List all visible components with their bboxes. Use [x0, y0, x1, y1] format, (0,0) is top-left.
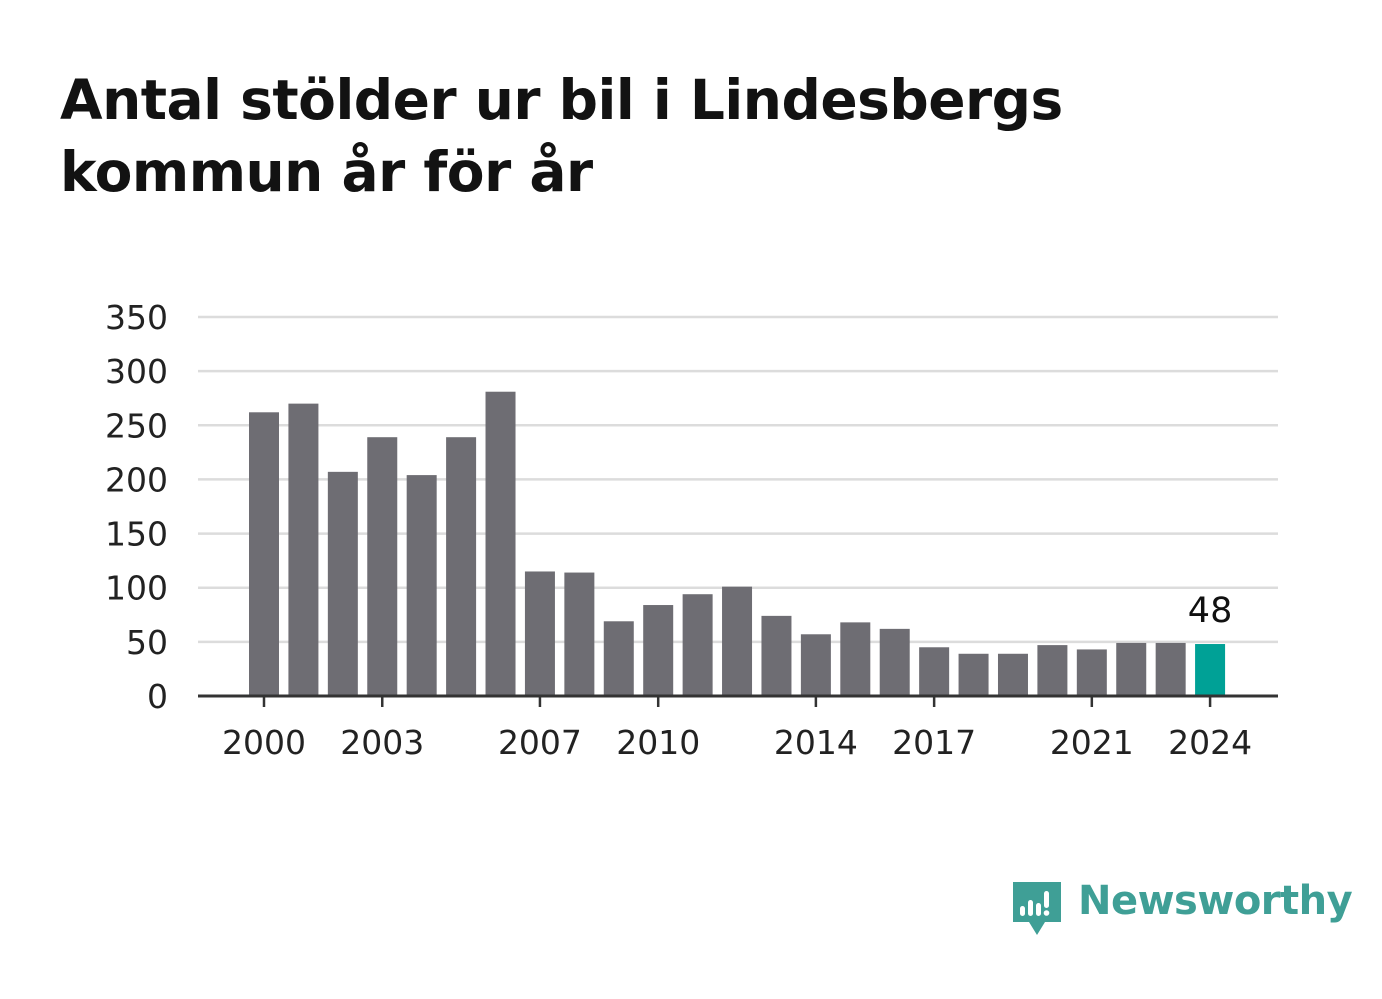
y-tick-label: 100	[105, 569, 168, 608]
bar	[367, 437, 398, 696]
bar	[1155, 642, 1186, 696]
x-tick-label: 2014	[774, 723, 858, 762]
bar	[840, 622, 871, 696]
x-tick-label: 2010	[616, 723, 700, 762]
bar	[643, 605, 674, 696]
y-tick-label: 300	[105, 352, 168, 391]
bar	[1076, 649, 1107, 696]
x-tick-label: 2021	[1050, 723, 1134, 762]
bar	[761, 615, 792, 696]
bar	[406, 475, 437, 696]
x-tick-label: 2024	[1168, 723, 1252, 762]
bar	[958, 653, 989, 696]
bar	[603, 621, 634, 696]
bar	[564, 572, 595, 696]
bar	[249, 412, 279, 696]
bar	[997, 653, 1028, 696]
bar	[1116, 642, 1147, 696]
y-tick-label: 0	[147, 677, 168, 716]
x-axis-tick-labels: 2000 2003 2007 2010 2014 2017 2021 2024	[222, 723, 1252, 762]
bar	[288, 403, 319, 696]
y-tick-label: 250	[105, 406, 168, 445]
x-tick-label: 2000	[222, 723, 306, 762]
bar	[682, 594, 713, 696]
bar	[327, 471, 358, 696]
bar	[446, 437, 477, 696]
bar	[919, 647, 950, 696]
bar	[524, 571, 555, 696]
bar-highlight	[1195, 644, 1226, 696]
y-tick-label: 50	[126, 623, 168, 662]
brand-logo: Newsworthy	[1010, 876, 1353, 942]
y-tick-label: 200	[105, 460, 168, 499]
x-tick-label: 2007	[498, 723, 582, 762]
data-label: 48	[1188, 591, 1233, 631]
bar	[800, 634, 831, 696]
y-axis-tick-labels: 0 50 100 150 200 250 300 350	[105, 298, 168, 716]
x-tick-label: 2003	[340, 723, 424, 762]
chart-title: Antal stölder ur bil i Lindesbergs kommu…	[60, 68, 1063, 204]
x-axis	[198, 694, 1278, 707]
y-tick-label: 150	[105, 515, 168, 554]
x-tick-label: 2017	[892, 723, 976, 762]
bar	[722, 586, 753, 696]
y-tick-label: 350	[105, 298, 168, 337]
data-labels: 48	[1188, 591, 1233, 631]
bars	[249, 391, 1226, 696]
brand-name: Newsworthy	[1078, 878, 1353, 924]
bar	[485, 391, 516, 696]
bar	[879, 628, 910, 696]
bar	[1037, 645, 1068, 696]
newsworthy-logo-icon	[1013, 882, 1061, 935]
